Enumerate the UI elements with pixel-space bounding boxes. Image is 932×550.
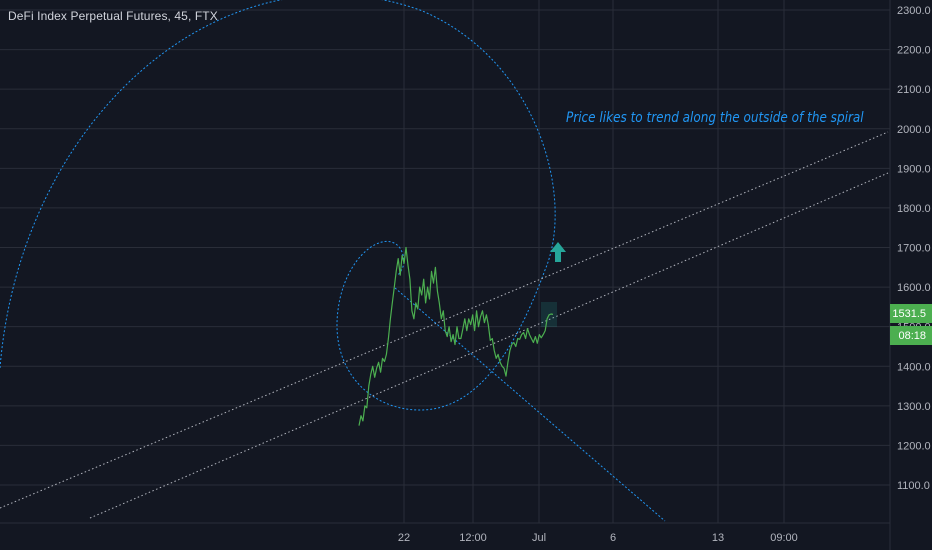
- price-tick-label: 1700.0: [897, 243, 931, 255]
- price-series-line: [358, 246, 554, 426]
- price-tick-label: 1400.0: [897, 361, 931, 373]
- price-tick-label: 1200.0: [897, 440, 931, 452]
- time-tick-label: 13: [712, 532, 724, 544]
- trendline-lower[interactable]: [89, 172, 889, 519]
- price-tick-label: 2100.0: [897, 84, 931, 96]
- chart-title: DeFi Index Perpetual Futures, 45, FTX: [8, 9, 218, 23]
- price-axis[interactable]: 2300.0 2200.0 2100.0 2000.0 1900.0 1800.0 1700…: [897, 5, 931, 492]
- price-tick-label: 2200.0: [897, 45, 931, 57]
- price-tick-label: 1300.0: [897, 401, 931, 413]
- price-tick-label: 2300.0: [897, 5, 931, 17]
- time-tick-label: 22: [398, 532, 410, 544]
- downtrend-line[interactable]: [394, 287, 666, 522]
- drawings-layer: [0, 0, 889, 522]
- time-tick-label: 09:00: [770, 532, 798, 544]
- time-tick-label: Jul: [532, 532, 546, 544]
- chart-annotation[interactable]: Price likes to trend along the outside o…: [566, 110, 864, 126]
- time-tick-label: 12:00: [459, 532, 487, 544]
- fibonacci-spiral[interactable]: [0, 0, 556, 411]
- up-arrow[interactable]: [550, 242, 566, 262]
- price-tick-label: 1800.0: [897, 203, 931, 215]
- price-tick-label: 1100.0: [897, 480, 930, 492]
- price-tick-label: 1600.0: [897, 282, 931, 294]
- bar-countdown-label: 08:18: [890, 326, 932, 345]
- last-price-label: 1531.5: [890, 304, 932, 323]
- price-tick-label: 2000.0: [897, 124, 931, 136]
- price-tick-label: 1900.0: [897, 163, 931, 175]
- grid-lines: [0, 0, 890, 523]
- time-tick-label: 6: [610, 532, 616, 544]
- time-axis[interactable]: 22 12:00 Jul 6 13 09:00: [398, 532, 798, 544]
- trendline-upper[interactable]: [0, 131, 889, 509]
